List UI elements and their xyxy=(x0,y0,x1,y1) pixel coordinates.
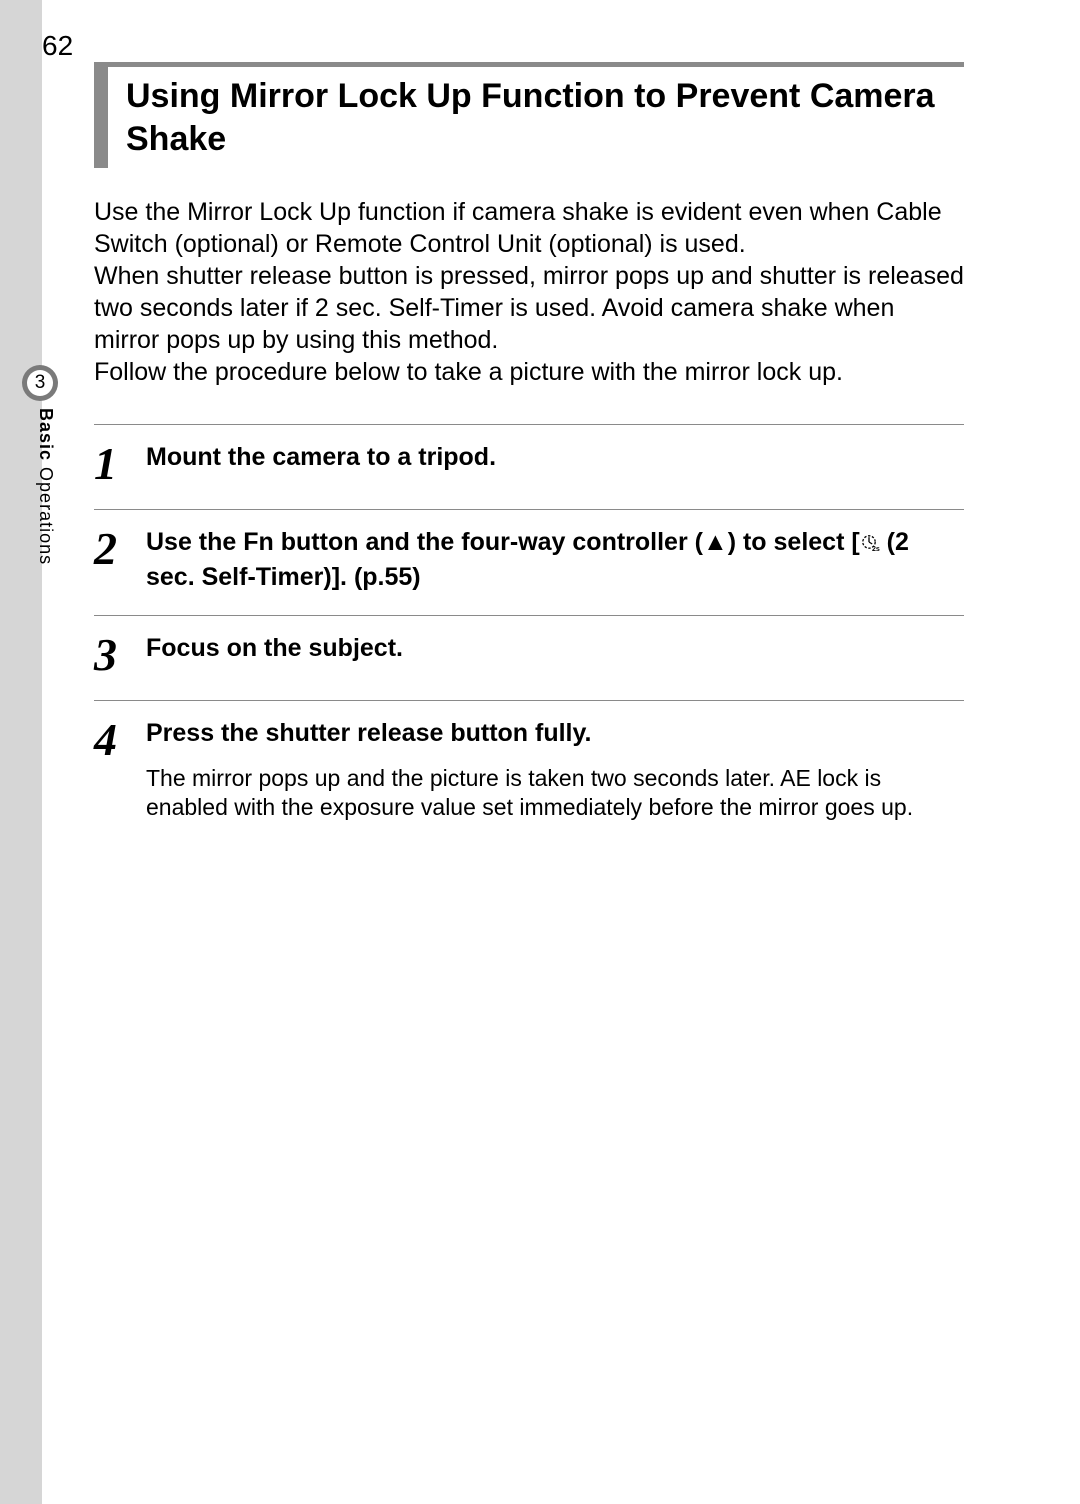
step-body: Focus on the subject. xyxy=(146,632,964,678)
chapter-label-bold: Basic xyxy=(36,408,56,461)
chapter-label-light: Operations xyxy=(36,461,56,565)
steps-list: 1 Mount the camera to a tripod. 2 Use th… xyxy=(94,424,964,845)
step-number: 2 xyxy=(94,526,128,593)
step-heading: Use the Fn button and the four-way contr… xyxy=(146,526,964,593)
step-heading: Press the shutter release button fully. xyxy=(146,717,964,750)
section-title-block: Using Mirror Lock Up Function to Prevent… xyxy=(94,62,964,168)
chapter-tab: 3 xyxy=(22,365,58,401)
step-number: 3 xyxy=(94,632,128,678)
step-heading-mid: button and the four-way controller (▲) t… xyxy=(274,528,860,556)
chapter-number: 3 xyxy=(27,370,53,396)
svg-text:2s: 2s xyxy=(872,546,880,552)
step-3: 3 Focus on the subject. xyxy=(94,615,964,700)
step-heading: Focus on the subject. xyxy=(146,632,964,665)
step-heading: Mount the camera to a tripod. xyxy=(146,441,964,474)
content-area: Using Mirror Lock Up Function to Prevent… xyxy=(94,62,964,845)
step-2: 2 Use the Fn button and the four-way con… xyxy=(94,509,964,615)
fn-button-label: Fn xyxy=(243,528,274,556)
self-timer-2s-icon: 2s xyxy=(860,528,880,561)
manual-page: 62 3 Basic Operations Using Mirror Lock … xyxy=(0,0,1080,1504)
intro-paragraph: Use the Mirror Lock Up function if camer… xyxy=(94,196,964,388)
left-gutter xyxy=(0,0,42,1504)
step-description: The mirror pops up and the picture is ta… xyxy=(146,764,964,824)
step-body: Mount the camera to a tripod. xyxy=(146,441,964,487)
step-4: 4 Press the shutter release button fully… xyxy=(94,700,964,845)
page-number: 62 xyxy=(42,30,73,62)
step-1: 1 Mount the camera to a tripod. xyxy=(94,424,964,509)
step-number: 4 xyxy=(94,717,128,823)
step-number: 1 xyxy=(94,441,128,487)
chapter-label: Basic Operations xyxy=(35,408,56,565)
step-body: Use the Fn button and the four-way contr… xyxy=(146,526,964,593)
step-heading-pre: Use the xyxy=(146,528,243,556)
step-body: Press the shutter release button fully. … xyxy=(146,717,964,823)
section-title: Using Mirror Lock Up Function to Prevent… xyxy=(126,75,964,160)
